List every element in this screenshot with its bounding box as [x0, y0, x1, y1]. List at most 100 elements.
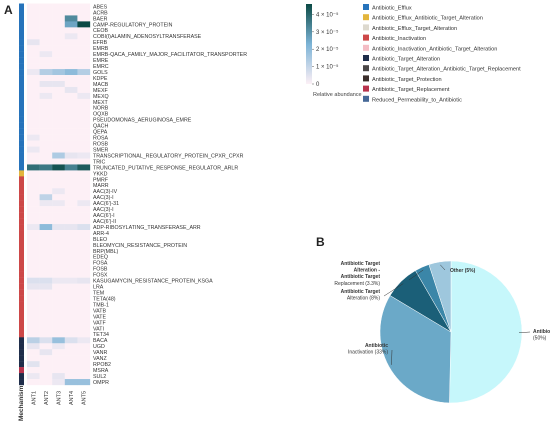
- heatmap-cell: [39, 182, 53, 189]
- heatmap-cell: [64, 206, 78, 213]
- heatmap-row-label: EDEQ: [93, 255, 108, 261]
- heatmap-cell: [77, 33, 91, 40]
- heatmap-cell: [77, 319, 91, 326]
- heatmap-cell: [77, 152, 91, 159]
- heatmap-row-label: UGD: [93, 344, 105, 350]
- heatmap-cell: [77, 116, 91, 123]
- heatmap-cell: [39, 283, 53, 290]
- heatmap-cell: [77, 69, 91, 76]
- heatmap-row-label: SMER: [93, 147, 108, 153]
- heatmap-cell: [39, 92, 53, 100]
- legend-label: Antibiotic_Target_Replacement: [372, 87, 450, 93]
- heatmap-row-label: ABES: [93, 4, 108, 10]
- heatmap-row-label: AAC(3)-I: [93, 207, 114, 213]
- mechanism-strip-cell: [19, 122, 24, 129]
- mechanism-strip-cell: [19, 373, 24, 380]
- mechanism-strip-cell: [19, 9, 24, 16]
- heatmap-cell: [27, 295, 40, 302]
- heatmap-cell: [77, 104, 91, 111]
- heatmap-cell: [77, 361, 91, 368]
- mechanism-strip-cell: [19, 337, 24, 344]
- heatmap-cell: [39, 110, 53, 117]
- heatmap-cell: [52, 57, 65, 64]
- heatmap-row-label: ADP-RIBOSYLATING_TRANSFERASE_ARR: [93, 225, 201, 231]
- heatmap-cell: [52, 164, 65, 171]
- heatmap-cell: [27, 3, 40, 10]
- heatmap-cell: [52, 319, 65, 326]
- heatmap-row-label: BACA: [93, 338, 108, 344]
- heatmap-row-label: CEOB: [93, 28, 108, 34]
- heatmap-cell: [39, 212, 53, 219]
- heatmap-cell: [64, 361, 78, 368]
- heatmap-cell: [27, 218, 40, 225]
- mechanism-strip-cell: [19, 212, 24, 219]
- heatmap-cell: [27, 313, 40, 320]
- heatmap-cell: [27, 140, 40, 147]
- heatmap-cell: [64, 158, 78, 165]
- heatmap-cell: [64, 379, 78, 386]
- heatmap-row-label: TEM: [93, 291, 104, 297]
- heatmap-cell: [39, 63, 53, 70]
- mechanism-strip-cell: [19, 235, 24, 243]
- heatmap-row-label: VATE: [93, 314, 107, 320]
- heatmap-cell: [64, 122, 78, 129]
- heatmap-cell: [52, 9, 65, 16]
- pie-label: Replacement (3.3%): [334, 281, 380, 287]
- heatmap-cell: [39, 39, 53, 46]
- mechanism-strip-cell: [19, 33, 24, 40]
- heatmap-column-label: ANT3: [57, 391, 63, 405]
- heatmap-cell: [64, 247, 78, 255]
- heatmap-cell: [52, 361, 65, 368]
- legend-label: Antibiotic_Inactivation_Antibiotic_Targe…: [372, 46, 497, 52]
- heatmap-cell: [77, 379, 91, 386]
- heatmap-cell: [27, 188, 40, 195]
- heatmap-cell: [52, 295, 65, 302]
- heatmap-cell: [39, 301, 53, 308]
- mechanism-strip-cell: [19, 253, 24, 261]
- heatmap-cell: [64, 230, 78, 237]
- mechanism-strip-cell: [19, 289, 24, 296]
- heatmap-cell: [52, 104, 65, 111]
- heatmap-cell: [27, 194, 40, 201]
- heatmap-cell: [77, 271, 91, 278]
- colorbar-tick-label: 4 × 10⁻⁵: [316, 11, 339, 18]
- heatmap-cell: [27, 301, 40, 308]
- mechanism-strip-cell: [19, 206, 24, 213]
- heatmap-row-label: VATB: [93, 308, 107, 314]
- heatmap-cell: [77, 206, 91, 213]
- heatmap-cell: [52, 116, 65, 123]
- heatmap-cell: [77, 182, 91, 189]
- heatmap-row-label: TMB-1: [93, 302, 109, 308]
- heatmap-cell: [64, 164, 78, 171]
- heatmap-cell: [39, 331, 53, 338]
- heatmap-cell: [52, 277, 65, 284]
- heatmap-cell: [64, 188, 78, 195]
- heatmap-cell: [27, 80, 40, 88]
- mechanism-strip-cell: [19, 349, 24, 356]
- mechanism-strip-cell: [19, 259, 24, 266]
- heatmap-cell: [64, 235, 78, 243]
- heatmap-cell: [27, 355, 40, 362]
- heatmap-cell: [77, 331, 91, 338]
- heatmap-cell: [77, 200, 91, 207]
- heatmap-row-label: TRUNCATED_PUTATIVE_RESPONSE_REGULATOR_AR…: [93, 165, 238, 171]
- heatmap-cell: [64, 373, 78, 380]
- heatmap-cell: [77, 170, 91, 177]
- heatmap-cell: [52, 379, 65, 386]
- heatmap-cell: [64, 75, 78, 82]
- panel-a-letter: A: [4, 3, 13, 17]
- heatmap-cell: [27, 69, 40, 76]
- heatmap-row-label: AAC(6')-31: [93, 201, 119, 207]
- mechanism-strip-cell: [19, 182, 24, 189]
- mechanism-strip-cell: [19, 51, 24, 58]
- heatmap-cell: [64, 295, 78, 302]
- heatmap-cell: [64, 98, 78, 105]
- heatmap-cell: [64, 86, 78, 94]
- mechanism-strip-cell: [19, 110, 24, 117]
- heatmap-cell: [52, 307, 65, 314]
- heatmap-cell: [39, 319, 53, 326]
- heatmap-cell: [64, 325, 78, 332]
- legend-swatch: [363, 34, 369, 41]
- heatmap-cell: [77, 51, 91, 58]
- heatmap-cell: [52, 21, 65, 28]
